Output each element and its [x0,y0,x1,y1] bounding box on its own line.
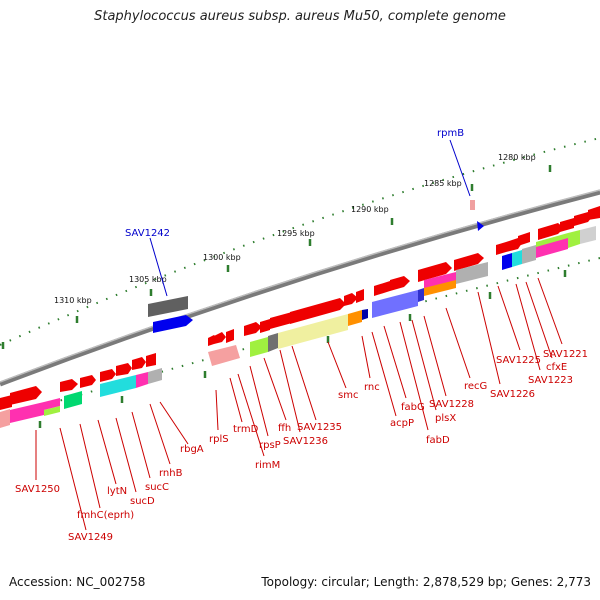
gene-label-fabG: fabG [401,402,425,413]
gene-label-rbgA: rbgA [180,444,204,455]
gene-label-sucD: sucD [130,496,155,507]
rpmB-marker [477,221,484,231]
gene-label-fabD: fabD [426,435,450,446]
gene-label-SAV1250: SAV1250 [15,484,60,495]
gene-label-SAV1249: SAV1249 [68,532,113,543]
kbp-label-1285: 1285 kbp [424,179,462,188]
gene-label-fmhC: fmhC(eprh) [77,510,134,521]
gene-label-acpP: acpP [390,418,414,429]
kbp-label-1290: 1290 kbp [351,205,389,214]
gene-label-SAV1235: SAV1235 [297,422,342,433]
major-ticks-inner [38,270,567,428]
accession-text: Accession: NC_002758 [9,575,146,589]
SAV1242-label: SAV1242 [125,228,170,239]
gene-label-lytN: lytN [107,486,127,497]
gene-label-SAV1236: SAV1236 [283,436,328,447]
SAV1242-pointer [149,237,168,297]
kbp-label-1310: 1310 kbp [54,296,92,305]
map-title: Staphylococcus aureus subsp. aureus Mu50… [94,9,506,24]
gene-label-rnc: rnc [364,382,380,393]
gene-label-smc: smc [338,390,358,401]
gene-label-rnhB: rnhB [159,468,183,479]
gene-label-plsX: plsX [435,413,456,424]
gene-label-SAV1221: SAV1221 [543,349,588,360]
kbp-label-1295: 1295 kbp [277,229,315,238]
forward-strand-genes [0,206,600,410]
gene-label-sucC: sucC [145,482,169,493]
topology-text: Topology: circular; Length: 2,878,529 bp… [261,575,591,589]
SAV1242-feature [153,315,193,333]
gene-label-SAV1226: SAV1226 [490,389,535,400]
gene-label-cfxE: cfxE [546,362,567,373]
rpmB-label: rpmB [437,128,464,139]
kbp-label-1280: 1280 kbp [498,153,536,162]
gene-label-recG: recG [464,381,487,392]
domain-bars [0,226,596,428]
gene-label-rimM: rimM [255,460,280,471]
kbp-label-1300: 1300 kbp [203,253,241,262]
SAV1242-feature-top [148,296,188,317]
gene-label-rpsP: rpsP [259,440,281,451]
genome-backbone-highlight [0,189,600,383]
gene-label-ffh: ffh [278,423,291,434]
gene-label-SAV1228: SAV1228 [429,399,474,410]
gene-label-trmD: trmD [233,424,259,435]
genome-backbone [0,189,600,387]
gene-label-rplS: rplS [209,434,229,445]
gene-pointers [35,277,563,531]
kbp-label-1305: 1305 kbp [129,275,167,284]
major-ticks-outer [1,165,552,349]
gene-label-SAV1225: SAV1225 [496,355,541,366]
rpmB-feature [470,200,475,210]
gene-label-SAV1223: SAV1223 [528,375,573,386]
rpmB-pointer [449,139,471,197]
